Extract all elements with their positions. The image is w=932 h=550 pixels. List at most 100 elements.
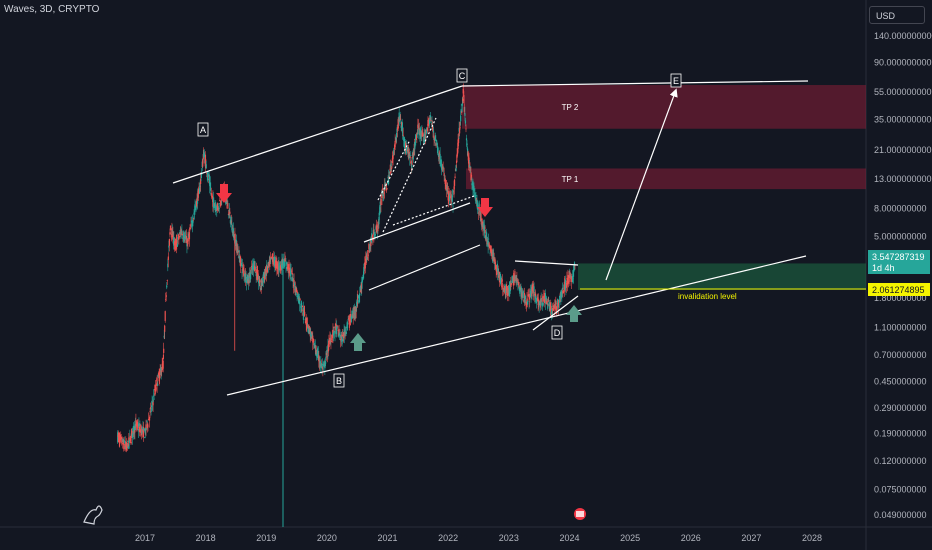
- dashed-line-3: [392, 195, 475, 226]
- candle-body: [261, 281, 263, 285]
- candle-body: [297, 292, 299, 294]
- candle-body: [165, 299, 167, 301]
- candle-body: [163, 335, 165, 338]
- candle-body: [315, 354, 317, 356]
- candle-body: [438, 156, 440, 160]
- candle-body: [494, 259, 496, 265]
- candle-body: [412, 152, 414, 154]
- triangle-top-line: [514, 260, 579, 266]
- candle-body: [168, 238, 171, 246]
- candle-body: [407, 150, 409, 158]
- candle-body: [159, 368, 161, 373]
- candle-body: [299, 299, 301, 301]
- candle-body: [148, 416, 151, 421]
- candle-body: [153, 398, 155, 400]
- candle-body: [410, 155, 412, 157]
- currency-selector[interactable]: USD: [869, 6, 925, 24]
- candle-body: [155, 387, 157, 390]
- candle-body: [359, 288, 361, 290]
- candle-body: [397, 127, 399, 131]
- candle-body: [456, 153, 458, 158]
- candle-body: [299, 297, 301, 305]
- candle-body: [411, 156, 413, 159]
- candle-body: [406, 146, 408, 154]
- candle-body: [328, 340, 330, 347]
- candle-body: [540, 298, 542, 306]
- candle-body: [152, 402, 154, 406]
- candle-body: [522, 291, 524, 298]
- candle-body: [268, 264, 270, 265]
- top-resistance-line: [461, 80, 809, 87]
- candle-body: [217, 207, 219, 211]
- candle-body: [251, 265, 253, 267]
- candle-body: [284, 257, 286, 262]
- candle-body: [123, 439, 125, 450]
- candle-body: [373, 234, 376, 238]
- candle-body: [324, 361, 326, 367]
- candle-body: [178, 236, 180, 238]
- candle-body: [264, 269, 266, 275]
- candle-body: [192, 218, 195, 220]
- candle-body: [386, 188, 388, 189]
- candle-body: [229, 211, 231, 214]
- candle-body: [167, 263, 169, 268]
- candle-body: [347, 319, 349, 321]
- candle-body: [290, 270, 293, 272]
- candle-body: [378, 217, 380, 225]
- candle-body: [263, 272, 265, 278]
- candle-body: [252, 265, 254, 270]
- candle-body: [197, 191, 199, 201]
- candle-body: [338, 328, 340, 336]
- candle-body: [169, 225, 172, 230]
- tradingview-logo-icon[interactable]: [83, 505, 103, 525]
- candle-body: [298, 296, 300, 303]
- candle-body: [129, 435, 131, 442]
- candle-body: [482, 223, 485, 225]
- candle-body: [123, 440, 125, 443]
- candle-body: [287, 264, 289, 270]
- candle-body: [156, 377, 158, 386]
- candle-body: [417, 125, 419, 129]
- candle-body: [138, 423, 140, 427]
- candle-body: [475, 195, 477, 197]
- candle-body: [451, 195, 454, 197]
- candle-body: [377, 221, 379, 232]
- candle-body: [371, 234, 373, 240]
- candle-body: [269, 260, 271, 268]
- candle-body: [245, 273, 247, 282]
- candle-body: [152, 395, 155, 397]
- candle-body: [552, 307, 554, 311]
- candle-body: [297, 294, 299, 299]
- candle-body: [183, 232, 185, 241]
- candle-body: [536, 301, 538, 304]
- candle-body: [502, 289, 504, 292]
- candle-body: [216, 203, 218, 207]
- price-axis[interactable]: [866, 0, 932, 550]
- candle-body: [283, 260, 286, 267]
- price-tick-label: 140.000000000: [874, 31, 932, 41]
- candle-body: [454, 176, 456, 179]
- candle-body: [470, 174, 473, 180]
- candle-body: [205, 164, 207, 169]
- candle-body: [175, 240, 177, 249]
- candle-body: [200, 178, 202, 184]
- candle-body: [325, 352, 328, 356]
- candle-body: [314, 344, 316, 350]
- candle-body: [145, 428, 148, 430]
- candle-body: [570, 276, 573, 283]
- candle-body: [431, 125, 434, 130]
- candle-body: [245, 280, 248, 283]
- candle-body: [549, 304, 551, 306]
- candle-body: [207, 176, 209, 178]
- candle-body: [432, 130, 435, 133]
- candle-body: [395, 137, 397, 142]
- candle-body: [342, 338, 344, 342]
- candle-body: [493, 254, 495, 257]
- candle-body: [337, 330, 339, 331]
- candle-body: [501, 280, 503, 288]
- candle-body: [139, 429, 142, 433]
- candle-body: [219, 199, 221, 202]
- candle-body: [546, 300, 548, 305]
- candle-body: [503, 291, 505, 293]
